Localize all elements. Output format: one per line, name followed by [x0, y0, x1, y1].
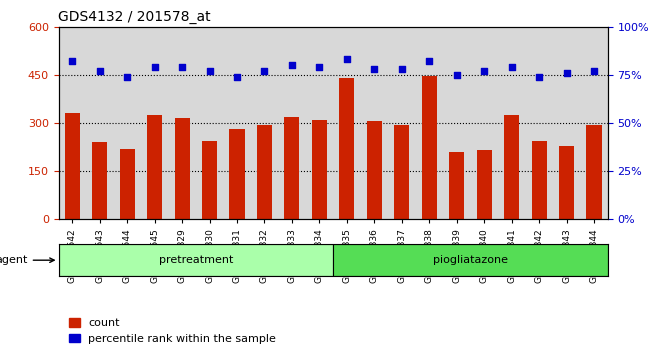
Bar [229, 130, 244, 219]
Bar [532, 141, 547, 219]
Point [259, 68, 270, 74]
Bar [202, 141, 217, 219]
Point [150, 64, 160, 70]
Bar [285, 116, 300, 219]
Bar [395, 125, 410, 219]
Bar [312, 120, 327, 219]
Point [424, 58, 434, 64]
Bar [367, 121, 382, 219]
Point [232, 74, 242, 80]
Point [562, 70, 572, 76]
Bar [175, 118, 190, 219]
FancyBboxPatch shape [58, 244, 333, 276]
Point [369, 66, 380, 72]
Point [342, 57, 352, 62]
Bar [65, 113, 80, 219]
Bar [449, 152, 464, 219]
Point [94, 68, 105, 74]
Point [479, 68, 489, 74]
Point [314, 64, 324, 70]
Bar [339, 78, 354, 219]
Bar [257, 125, 272, 219]
Bar [559, 145, 574, 219]
Text: agent: agent [0, 255, 54, 265]
Point [534, 74, 544, 80]
Point [452, 72, 462, 78]
Text: pretreatment: pretreatment [159, 255, 233, 265]
Point [287, 62, 297, 68]
Point [67, 58, 77, 64]
Point [204, 68, 214, 74]
Bar [120, 149, 135, 219]
Bar [422, 76, 437, 219]
Text: GDS4132 / 201578_at: GDS4132 / 201578_at [58, 10, 211, 24]
Bar [147, 115, 162, 219]
Bar [586, 125, 601, 219]
Point [506, 64, 517, 70]
Bar [504, 115, 519, 219]
Legend: count, percentile rank within the sample: count, percentile rank within the sample [64, 314, 281, 348]
Point [122, 74, 133, 80]
Bar [476, 150, 491, 219]
Point [177, 64, 187, 70]
Point [396, 66, 407, 72]
Text: piogliatazone: piogliatazone [433, 255, 508, 265]
Point [589, 68, 599, 74]
FancyBboxPatch shape [333, 244, 608, 276]
Bar [92, 142, 107, 219]
